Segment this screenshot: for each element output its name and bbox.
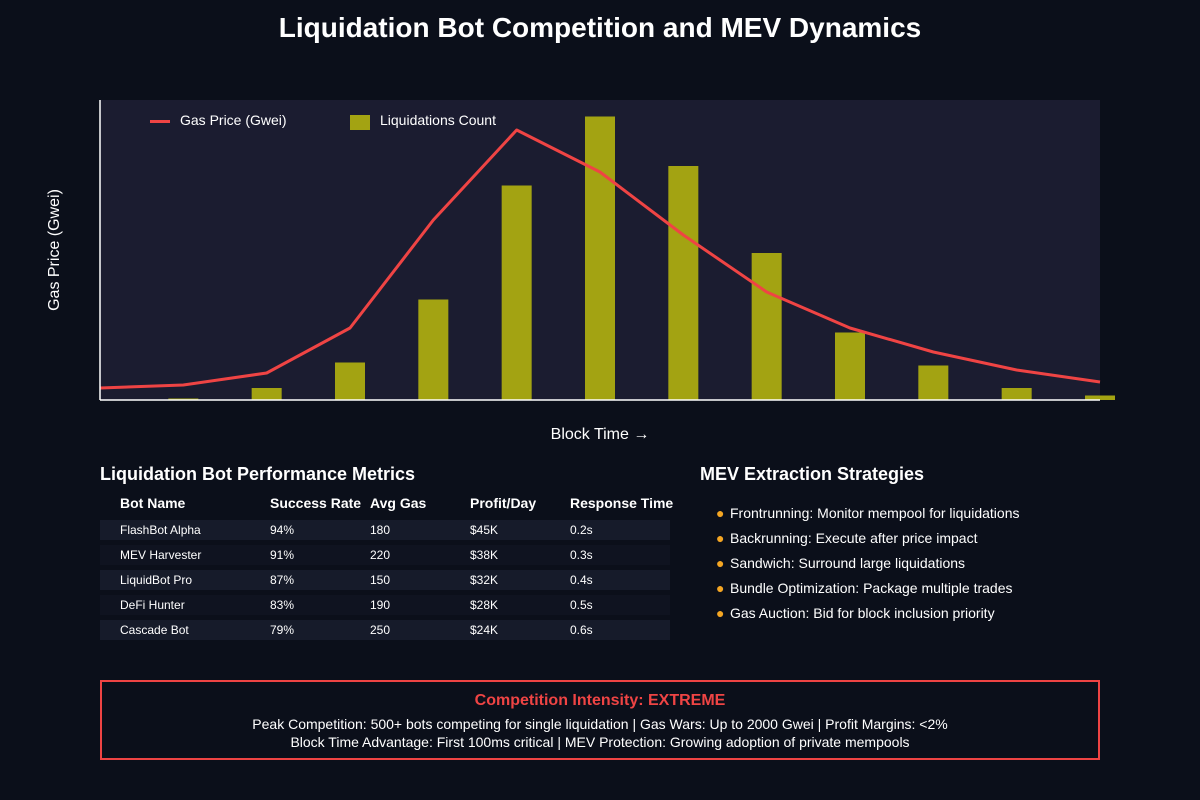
cell-bot-name: LiquidBot Pro [120, 573, 193, 587]
cell-bot-name: MEV Harvester [120, 548, 202, 562]
bullet-icon: ● [716, 554, 725, 571]
cell-profit-day: $32K [470, 573, 499, 587]
legend-liquidations-label: Liquidations Count [380, 112, 496, 128]
cell-bot-name: DeFi Hunter [120, 598, 185, 612]
intensity-line-1: Peak Competition: 500+ bots competing fo… [252, 716, 948, 732]
table-row: DeFi Hunter 83% 190 $28K 0.5s [100, 595, 670, 615]
y-axis-label: Gas Price (Gwei) [46, 189, 63, 311]
list-item: ● Frontrunning: Monitor mempool for liqui… [716, 500, 1019, 525]
cell-response-time: 0.3s [570, 548, 593, 562]
liquidations-bar [1001, 388, 1032, 400]
liquidations-bar [251, 388, 282, 400]
list-item: ● Sandwich: Surround large liquidations [716, 550, 1019, 575]
cell-success-rate: 83% [270, 598, 295, 612]
cell-avg-gas: 220 [370, 548, 391, 562]
chart-plot [99, 100, 1115, 401]
chart-title: Liquidation Bot Competition and MEV Dyna… [278, 12, 922, 43]
header-response-time: Response Time [570, 495, 674, 511]
header-profit-day: Profit/Day [470, 495, 537, 511]
liquidations-bar [335, 362, 365, 400]
cell-bot-name: Cascade Bot [120, 623, 189, 637]
cell-profit-day: $38K [470, 548, 499, 562]
list-item: ● Bundle Optimization: Package multiple t… [716, 575, 1019, 600]
table-row: MEV Harvester 91% 220 $38K 0.3s [100, 545, 670, 565]
x-axis-label: Block Time → [550, 426, 650, 443]
cell-success-rate: 87% [270, 573, 295, 587]
cell-profit-day: $45K [470, 523, 499, 537]
intensity-line-2: Block Time Advantage: First 100ms critic… [290, 734, 910, 750]
legend-gas-swatch [150, 120, 170, 123]
strategies-list: ● Frontrunning: Monitor mempool for liqui… [716, 500, 1019, 625]
cell-avg-gas: 190 [370, 598, 391, 612]
bullet-icon: ● [716, 604, 725, 621]
header-success-rate: Success Rate [270, 495, 362, 511]
cell-profit-day: $24K [470, 623, 499, 637]
strategy-text: Gas Auction: Bid for block inclusion pri… [730, 604, 995, 621]
cell-response-time: 0.6s [570, 623, 593, 637]
table-row: FlashBot Alpha 94% 180 $45K 0.2s [100, 520, 670, 540]
cell-success-rate: 94% [270, 523, 295, 537]
metrics-title: Liquidation Bot Performance Metrics [100, 464, 416, 484]
cell-success-rate: 91% [270, 548, 295, 562]
liquidations-bar [501, 185, 532, 400]
cell-response-time: 0.2s [570, 523, 593, 537]
legend-gas-label: Gas Price (Gwei) [180, 112, 287, 128]
header-bot-name: Bot Name [120, 495, 186, 511]
table-row: LiquidBot Pro 87% 150 $32K 0.4s [100, 570, 670, 590]
cell-avg-gas: 180 [370, 523, 391, 537]
cell-response-time: 0.5s [570, 598, 593, 612]
bullet-icon: ● [716, 579, 725, 596]
liquidations-bar [751, 253, 782, 400]
cell-avg-gas: 250 [370, 623, 391, 637]
cell-bot-name: FlashBot Alpha [120, 523, 201, 537]
competition-intensity-box: Competition Intensity: EXTREME Peak Comp… [100, 680, 1100, 760]
table-row: Cascade Bot 79% 250 $24K 0.6s [100, 620, 670, 640]
strategy-text: Sandwich: Surround large liquidations [730, 554, 966, 571]
strategies-title: MEV Extraction Strategies [700, 464, 925, 484]
gas-price-line [99, 128, 1101, 390]
liquidations-bar [668, 166, 699, 400]
cell-avg-gas: 150 [370, 573, 391, 587]
bar-series [168, 116, 1115, 400]
strategy-text: Backrunning: Execute after price impact [730, 529, 978, 546]
bullet-icon: ● [716, 504, 725, 521]
liquidations-bar [835, 332, 865, 400]
liquidations-bar [585, 116, 615, 400]
strategy-text: Bundle Optimization: Package multiple tr… [730, 579, 1013, 596]
legend-liquidations-swatch [350, 115, 370, 130]
intensity-title: Competition Intensity: EXTREME [474, 692, 726, 709]
metrics-table: Bot Name Success Rate Avg Gas Profit/Day… [100, 495, 674, 640]
bullet-icon: ● [716, 529, 725, 546]
cell-profit-day: $28K [470, 598, 499, 612]
metrics-table-header: Bot Name Success Rate Avg Gas Profit/Day… [100, 495, 674, 515]
liquidations-bar [1085, 395, 1115, 400]
liquidations-bar [418, 299, 449, 400]
header-avg-gas: Avg Gas [370, 495, 427, 511]
list-item: ● Backrunning: Execute after price impact [716, 525, 1019, 550]
cell-success-rate: 79% [270, 623, 295, 637]
cell-response-time: 0.4s [570, 573, 593, 587]
strategy-text: Frontrunning: Monitor mempool for liquid… [730, 504, 1020, 521]
liquidations-bar [918, 365, 949, 400]
list-item: ● Gas Auction: Bid for block inclusion pr… [716, 600, 1019, 625]
